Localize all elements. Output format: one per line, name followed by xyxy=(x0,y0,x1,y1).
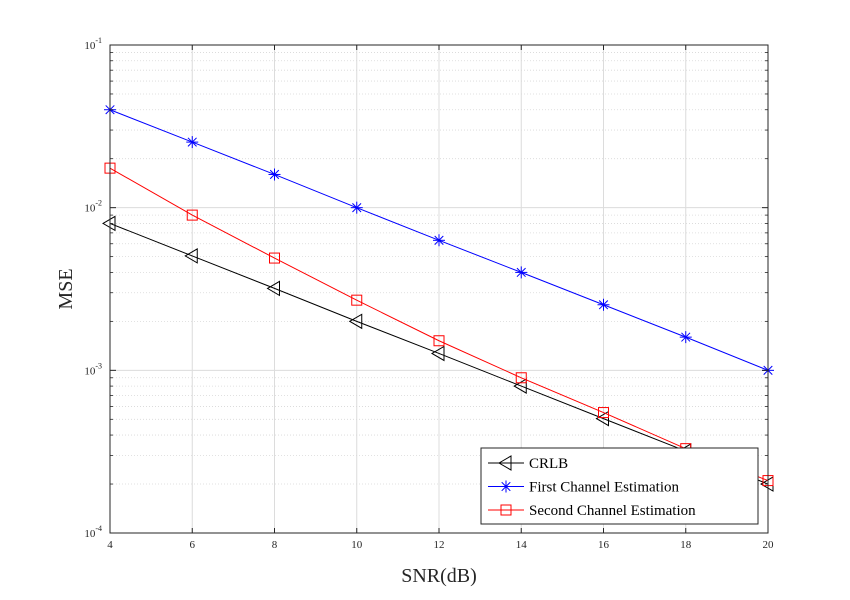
data-point xyxy=(266,280,280,297)
data-point xyxy=(350,201,363,214)
marker-shape xyxy=(595,410,609,427)
marker-stroke xyxy=(434,235,444,245)
legend-marker xyxy=(500,480,512,493)
marker-shape xyxy=(431,345,445,362)
legend-label: Second Channel Estimation xyxy=(529,503,696,519)
marker-shape xyxy=(351,294,363,306)
x-tick-label: 18 xyxy=(680,539,692,551)
marker-shape xyxy=(184,248,198,264)
x-tick-label: 20 xyxy=(763,539,775,551)
legend-entry: Second Channel Estimation xyxy=(488,503,696,519)
legend: CRLB First Channel Estimation Second Chann… xyxy=(480,447,759,525)
data-point xyxy=(433,234,445,247)
marker-shape xyxy=(266,280,280,297)
data-point xyxy=(269,252,280,264)
marker-shape xyxy=(500,504,512,516)
y-tick-label: 10-2 xyxy=(84,199,102,215)
y-tick-label: 10-1 xyxy=(84,36,102,52)
data-point xyxy=(268,168,281,181)
marker-shape xyxy=(186,209,198,221)
data-point xyxy=(597,298,610,311)
axis-ticks: 4 6 8 10 12 14 16 18 20 10-4 10-3 10-2 10-1 xyxy=(84,36,774,551)
marker-shape xyxy=(348,313,363,330)
y-axis-title: MSE xyxy=(55,268,77,309)
legend-label: First Channel Estimation xyxy=(529,480,679,496)
marker-stroke xyxy=(269,169,280,180)
x-tick-label: 8 xyxy=(272,539,278,551)
marker-stroke xyxy=(516,267,526,278)
legend-entry: First Channel Estimation xyxy=(488,480,679,496)
marker-stroke xyxy=(352,203,362,213)
data-point xyxy=(433,335,445,347)
x-tick-label: 16 xyxy=(598,539,610,551)
marker-stroke xyxy=(187,137,197,147)
legend-marker xyxy=(498,455,512,471)
x-tick-label: 4 xyxy=(107,539,113,551)
data-point xyxy=(348,313,363,330)
marker-stroke xyxy=(681,332,691,342)
data-point xyxy=(595,410,609,427)
y-tick-label: 10-4 xyxy=(84,524,102,540)
marker-shape xyxy=(515,372,527,384)
data-point xyxy=(102,215,116,232)
series-line xyxy=(109,167,769,482)
data-point xyxy=(184,248,198,264)
data-point xyxy=(679,331,692,344)
marker-shape xyxy=(433,335,445,347)
y-tick-label: 10-3 xyxy=(84,361,102,377)
data-point xyxy=(186,209,198,221)
x-tick-label: 10 xyxy=(351,539,363,551)
marker-shape xyxy=(498,455,512,471)
x-tick-label: 6 xyxy=(190,539,196,551)
marker-stroke xyxy=(501,481,511,492)
legend-label: CRLB xyxy=(529,456,568,472)
x-tick-label: 14 xyxy=(516,539,528,551)
data-point xyxy=(515,266,528,279)
marker-shape xyxy=(102,215,116,232)
marker-stroke xyxy=(598,300,609,310)
data-point xyxy=(186,136,199,149)
data-point xyxy=(598,407,609,419)
x-axis-title: SNR(dB) xyxy=(401,565,477,587)
x-tick-label: 12 xyxy=(434,539,445,551)
marker-shape xyxy=(269,252,280,264)
data-point xyxy=(515,372,527,384)
legend-entry: CRLB xyxy=(488,455,568,472)
marker-shape xyxy=(598,407,609,419)
data-point xyxy=(351,294,363,306)
legend-marker xyxy=(500,504,512,516)
legend-box xyxy=(480,447,759,525)
data-point xyxy=(431,345,445,362)
series-line xyxy=(109,222,769,485)
